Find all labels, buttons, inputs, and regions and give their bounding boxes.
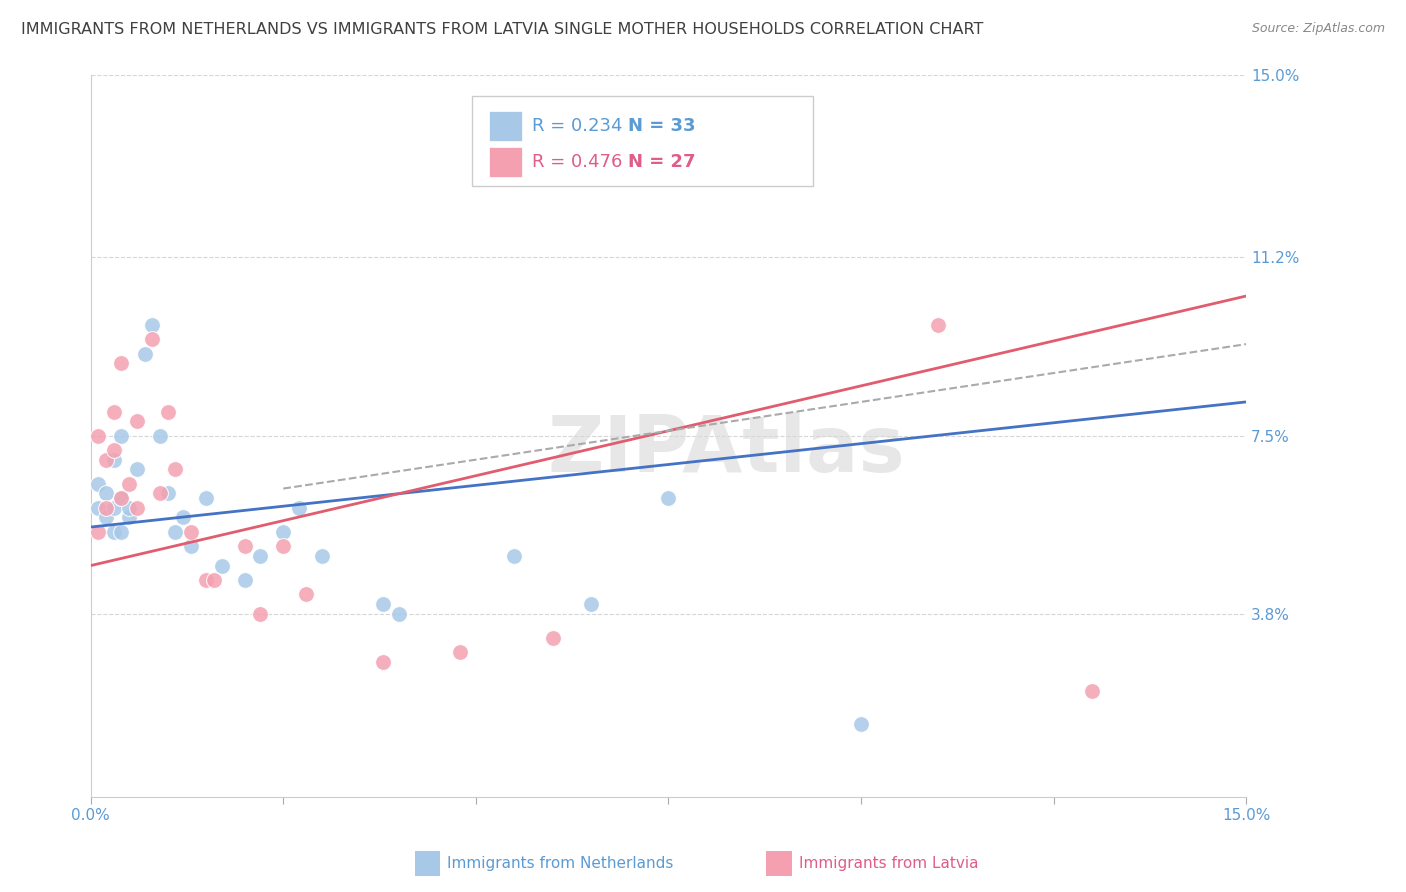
Text: Immigrants from Latvia: Immigrants from Latvia xyxy=(799,856,979,871)
Point xyxy=(249,549,271,563)
Text: Immigrants from Netherlands: Immigrants from Netherlands xyxy=(447,856,673,871)
Point xyxy=(581,597,603,611)
Point xyxy=(110,491,132,506)
Point xyxy=(118,510,141,524)
Point xyxy=(103,500,125,515)
Point xyxy=(156,486,179,500)
Point xyxy=(94,452,117,467)
Point xyxy=(87,524,110,539)
Point xyxy=(103,524,125,539)
Point xyxy=(195,491,218,506)
Point xyxy=(125,462,148,476)
Point xyxy=(927,318,949,332)
Point xyxy=(94,510,117,524)
Point xyxy=(373,597,395,611)
Text: R = 0.234: R = 0.234 xyxy=(531,117,623,135)
Point xyxy=(103,404,125,418)
Point xyxy=(149,428,172,442)
Point xyxy=(165,462,187,476)
Point xyxy=(125,500,148,515)
Point xyxy=(249,607,271,621)
Point xyxy=(233,573,256,587)
Point xyxy=(165,524,187,539)
Point xyxy=(1081,683,1104,698)
Point xyxy=(87,500,110,515)
Point xyxy=(271,539,294,553)
Text: N = 33: N = 33 xyxy=(628,117,696,135)
Point xyxy=(211,558,233,573)
Point xyxy=(103,443,125,458)
Point xyxy=(287,500,309,515)
Point xyxy=(195,573,218,587)
Point xyxy=(180,539,202,553)
Point xyxy=(110,524,132,539)
Point xyxy=(110,491,132,506)
Point xyxy=(134,347,156,361)
FancyBboxPatch shape xyxy=(489,147,522,178)
Point xyxy=(849,717,872,731)
Point xyxy=(125,414,148,428)
Point xyxy=(295,587,318,601)
Point xyxy=(110,428,132,442)
Point xyxy=(311,549,333,563)
Point xyxy=(388,607,411,621)
Point xyxy=(94,486,117,500)
Text: N = 27: N = 27 xyxy=(628,153,696,171)
Point xyxy=(233,539,256,553)
FancyBboxPatch shape xyxy=(472,96,813,186)
Point xyxy=(118,476,141,491)
FancyBboxPatch shape xyxy=(489,111,522,141)
Point xyxy=(141,332,163,346)
Point xyxy=(657,491,679,506)
Point xyxy=(110,356,132,370)
Point xyxy=(373,655,395,669)
Point xyxy=(149,486,172,500)
Point xyxy=(172,510,194,524)
Text: ZIPAtlas: ZIPAtlas xyxy=(547,412,905,488)
Point xyxy=(141,318,163,332)
Point xyxy=(87,476,110,491)
Point xyxy=(87,428,110,442)
Text: IMMIGRANTS FROM NETHERLANDS VS IMMIGRANTS FROM LATVIA SINGLE MOTHER HOUSEHOLDS C: IMMIGRANTS FROM NETHERLANDS VS IMMIGRANT… xyxy=(21,22,983,37)
Point xyxy=(156,404,179,418)
Point xyxy=(94,500,117,515)
Point xyxy=(503,549,526,563)
Point xyxy=(449,645,471,659)
Point xyxy=(202,573,225,587)
Text: R = 0.476: R = 0.476 xyxy=(531,153,623,171)
Point xyxy=(271,524,294,539)
Point xyxy=(103,452,125,467)
Point xyxy=(541,631,564,645)
Text: Source: ZipAtlas.com: Source: ZipAtlas.com xyxy=(1251,22,1385,36)
Point xyxy=(118,500,141,515)
Point xyxy=(180,524,202,539)
